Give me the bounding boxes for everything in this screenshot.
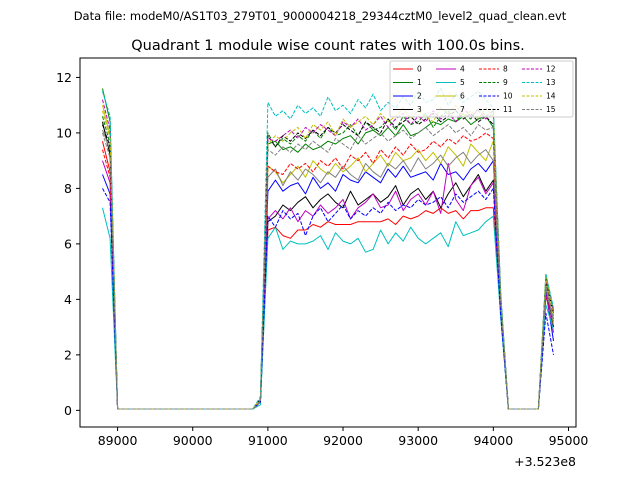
legend-label-12: 12: [546, 65, 556, 74]
legend-label-15: 15: [546, 105, 556, 114]
legend-label-9: 9: [503, 78, 508, 87]
legend-box: [389, 60, 574, 118]
series-line-14: [102, 104, 554, 410]
chart-title: Quadrant 1 module wise count rates with …: [131, 38, 525, 54]
legend-label-10: 10: [503, 92, 513, 101]
legend-label-4: 4: [460, 65, 465, 74]
plot-frame: [79, 57, 577, 428]
y-tick-label: 2: [64, 347, 72, 362]
legend-label-8: 8: [503, 65, 508, 74]
x-tick-label: 90000: [173, 433, 213, 448]
legend-label-6: 6: [460, 92, 465, 101]
x-axis: 89000 90000 91000 92000 93000 94000 95000: [98, 427, 589, 448]
legend-label-0: 0: [417, 65, 422, 74]
legend-label-14: 14: [546, 92, 556, 101]
y-tick-label: 0: [64, 403, 72, 418]
legend-label-5: 5: [460, 78, 465, 87]
x-axis-offset-label: +3.523e8: [514, 454, 576, 469]
series-line-15: [102, 124, 554, 410]
legend-label-13: 13: [546, 78, 556, 87]
y-tick-label: 6: [64, 236, 72, 251]
legend-label-7: 7: [460, 105, 465, 114]
x-tick-label: 95000: [549, 433, 589, 448]
legend-label-11: 11: [503, 105, 513, 114]
y-tick-label: 10: [56, 125, 72, 140]
figure-suptitle: Data file: modeM0/AS1T03_279T01_90000042…: [74, 9, 567, 23]
y-axis: 0 2 4 6 8 10 12: [56, 70, 80, 418]
x-tick-label: 91000: [248, 433, 288, 448]
y-tick-label: 12: [56, 70, 72, 85]
legend-label-1: 1: [417, 78, 422, 87]
x-tick-label: 89000: [98, 433, 138, 448]
x-tick-label: 92000: [323, 433, 363, 448]
legend-label-2: 2: [417, 92, 422, 101]
y-tick-label: 4: [64, 292, 72, 307]
legend-label-3: 3: [417, 105, 422, 114]
y-tick-label: 8: [64, 181, 72, 196]
x-tick-label: 94000: [473, 433, 513, 448]
x-tick-label: 93000: [398, 433, 438, 448]
